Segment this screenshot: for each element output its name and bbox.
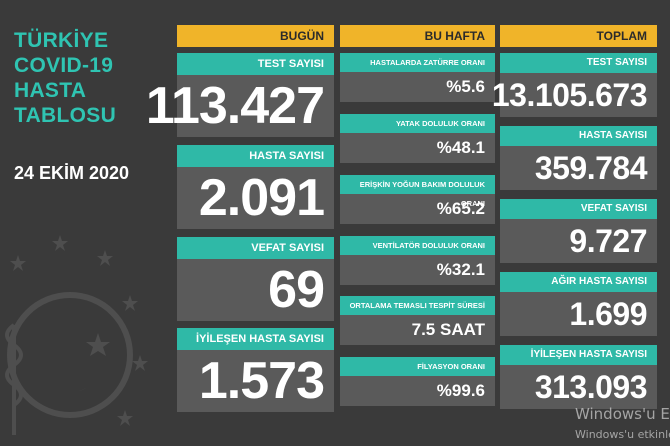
title-line-2: COVID-19 xyxy=(14,54,114,77)
ministry-emblem-icon xyxy=(5,235,148,435)
today-deaths-value: 69 xyxy=(177,259,334,321)
total-deaths-card: VEFAT SAYISI 9.727 xyxy=(500,199,657,263)
week-filiation-value: %99.6 xyxy=(340,376,495,406)
windows-activation-watermark-line2: Windows'u etkinleşt xyxy=(575,428,670,441)
today-cases-label: HASTA SAYISI xyxy=(177,145,334,167)
total-header: TOPLAM xyxy=(500,25,657,47)
title-line-3: HASTA xyxy=(14,79,87,102)
week-pneumonia-value: %5.6 xyxy=(340,72,495,102)
week-filiation-card: FİLYASYON ORANI %99.6 xyxy=(340,357,495,406)
today-test-label: TEST SAYISI xyxy=(177,53,334,75)
today-test-card: TEST SAYISI 113.427 xyxy=(146,53,334,137)
today-recovered-value: 1.573 xyxy=(177,350,334,412)
total-test-label: TEST SAYISI xyxy=(500,53,657,73)
week-icu-occupancy-value: %65.2 xyxy=(340,194,495,224)
total-severe-value: 1.699 xyxy=(500,292,657,336)
week-pneumonia-label: HASTALARDA ZATÜRRE ORANI xyxy=(340,53,495,72)
title-line-4: TABLOSU xyxy=(14,104,117,127)
week-pneumonia-card: HASTALARDA ZATÜRRE ORANI %5.6 xyxy=(340,53,495,102)
total-deaths-label: VEFAT SAYISI xyxy=(500,199,657,219)
week-ventilator-card: VENTİLATÖR DOLULUK ORANI %32.1 xyxy=(340,236,495,285)
today-test-value: 113.427 xyxy=(146,75,334,137)
today-cases-card: HASTA SAYISI 2.091 xyxy=(177,145,334,229)
total-deaths-value: 9.727 xyxy=(500,219,657,263)
today-deaths-label: VEFAT SAYISI xyxy=(177,237,334,259)
week-contact-time-value: 7.5 SAAT xyxy=(340,315,495,345)
today-header: BUGÜN xyxy=(177,25,334,47)
total-recovered-card: İYİLEŞEN HASTA SAYISI 313.093 xyxy=(500,345,657,409)
week-bed-occupancy-card: YATAK DOLULUK ORANI %48.1 xyxy=(340,114,495,163)
today-deaths-card: VEFAT SAYISI 69 xyxy=(177,237,334,321)
week-icu-occupancy-card: ERİŞKİN YOĞUN BAKIM DOLULUK ORANI %65.2 xyxy=(340,175,495,224)
today-recovered-label: İYİLEŞEN HASTA SAYISI xyxy=(177,328,334,350)
total-recovered-label: İYİLEŞEN HASTA SAYISI xyxy=(500,345,657,365)
total-cases-card: HASTA SAYISI 359.784 xyxy=(500,126,657,190)
this-week-header: BU HAFTA xyxy=(340,25,495,47)
week-contact-time-label: ORTALAMA TEMASLI TESPİT SÜRESİ xyxy=(340,296,495,315)
title-line-1: TÜRKİYE xyxy=(14,29,109,52)
week-bed-occupancy-value: %48.1 xyxy=(340,133,495,163)
today-cases-value: 2.091 xyxy=(177,167,334,229)
week-ventilator-value: %32.1 xyxy=(340,255,495,285)
week-contact-time-card: ORTALAMA TEMASLI TESPİT SÜRESİ 7.5 SAAT xyxy=(340,296,495,345)
dashboard-title: TÜRKİYE COVID-19 HASTA TABLOSU xyxy=(14,28,116,128)
week-icu-occupancy-label: ERİŞKİN YOĞUN BAKIM DOLULUK ORANI xyxy=(340,175,495,208)
total-recovered-value: 313.093 xyxy=(500,365,657,409)
week-filiation-label: FİLYASYON ORANI xyxy=(340,357,495,376)
total-severe-label: AĞIR HASTA SAYISI xyxy=(500,272,657,292)
week-bed-occupancy-label: YATAK DOLULUK ORANI xyxy=(340,114,495,133)
windows-activation-watermark-line1: Windows'u Etk xyxy=(575,405,670,423)
total-cases-value: 359.784 xyxy=(500,146,657,190)
total-severe-card: AĞIR HASTA SAYISI 1.699 xyxy=(500,272,657,336)
total-test-card: TEST SAYISI 13.105.673 xyxy=(492,53,657,117)
total-test-value: 13.105.673 xyxy=(492,73,657,117)
today-recovered-card: İYİLEŞEN HASTA SAYISI 1.573 xyxy=(177,328,334,412)
total-cases-label: HASTA SAYISI xyxy=(500,126,657,146)
week-ventilator-label: VENTİLATÖR DOLULUK ORANI xyxy=(340,236,495,255)
report-date: 24 EKİM 2020 xyxy=(14,163,130,183)
